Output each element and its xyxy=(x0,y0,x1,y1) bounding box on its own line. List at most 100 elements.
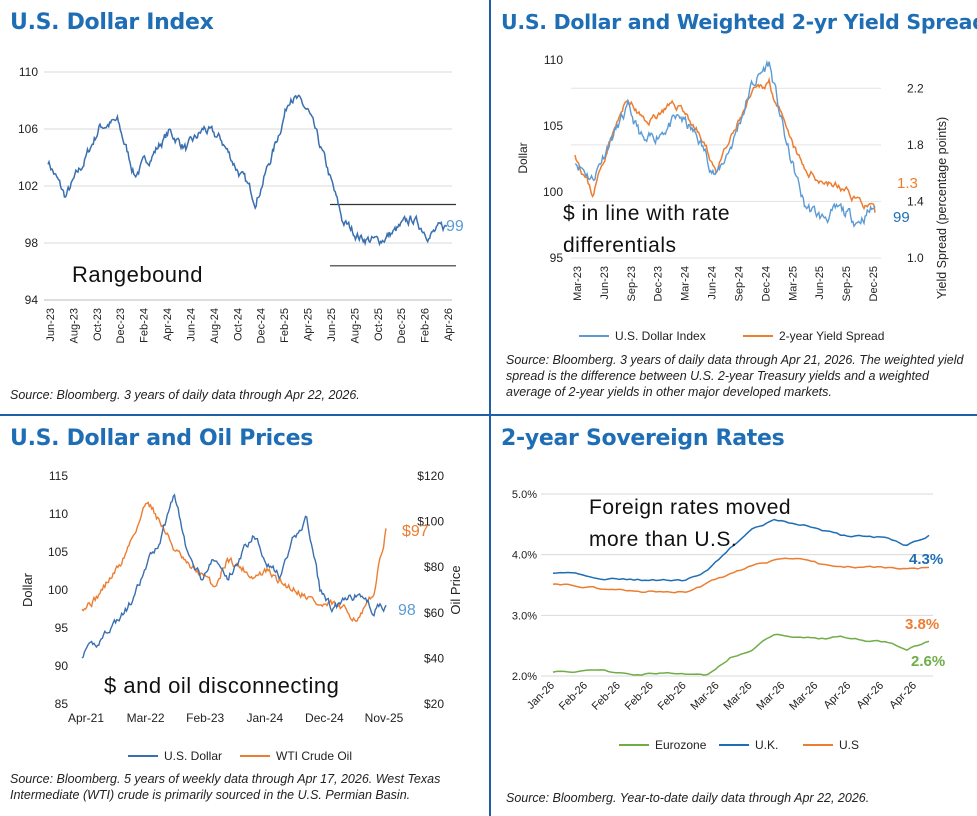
end-label-spread: 1.3 xyxy=(897,175,918,192)
y2-tick-label: $60 xyxy=(424,606,444,620)
x-tick-label: Mar-25 xyxy=(787,266,799,301)
x-tick-label: Feb-26 xyxy=(590,680,623,713)
y-tick-label: 5.0% xyxy=(512,489,537,501)
dollar-oil-chart: 115 110 105 100 95 90 85 $120 $100 $80 $60 $40 $20 Do… xyxy=(20,469,463,763)
x-tick-label: Jun-24 xyxy=(707,266,719,300)
x-tick-label: Dec-24 xyxy=(760,266,772,301)
y-axis-title: Dollar xyxy=(516,142,530,173)
source-note: Source: Bloomberg. 3 years of daily data… xyxy=(506,353,964,399)
annotation-rates-line2: more than U.S. xyxy=(589,528,737,551)
end-label-oil: $97 xyxy=(402,523,429,540)
y-tick-label: 90 xyxy=(55,659,69,673)
panel-dollar-yield-spread: U.S. Dollar and Weighted 2-yr Yield Spre… xyxy=(491,0,977,414)
y2-tick-label: $80 xyxy=(424,560,444,574)
end-label-ez: 2.6% xyxy=(911,653,945,670)
series-line-dollar xyxy=(81,493,387,659)
series-line-usd-index xyxy=(574,59,876,228)
y-tick-label: 95 xyxy=(550,251,564,265)
y2-tick-label: $20 xyxy=(424,697,444,711)
series-line-dollar-index xyxy=(47,94,448,247)
x-tick-label: Feb-26 xyxy=(656,680,689,713)
y-tick-label: 3.0% xyxy=(512,610,537,622)
x-tick-label: Apr-24 xyxy=(162,308,174,341)
y2-axis-title: Oil Price xyxy=(448,565,463,614)
x-tick-label: Jun-25 xyxy=(814,266,826,300)
x-tick-label: Sep-24 xyxy=(733,266,745,301)
y-tick-label: 100 xyxy=(48,583,68,597)
y-tick-label: 94 xyxy=(25,293,39,307)
x-tick-label: Dec-24 xyxy=(256,308,268,343)
y-tick-label: 110 xyxy=(544,53,563,67)
x-tick-label: Feb-26 xyxy=(623,680,656,713)
x-tick-label: Sep-23 xyxy=(626,266,638,301)
y-tick-label: 4.0% xyxy=(512,550,537,562)
x-tick-label: Jan-24 xyxy=(246,711,283,725)
legend-label-usd: U.S. Dollar xyxy=(164,749,222,763)
y2-tick-label: 1.0 xyxy=(907,251,924,265)
x-tick-label: Apr-21 xyxy=(68,711,104,725)
y-tick-label: 100 xyxy=(543,185,563,199)
x-tick-label: Aug-23 xyxy=(68,308,80,343)
y-tick-label: 105 xyxy=(48,545,68,559)
y-tick-label: 115 xyxy=(49,469,68,483)
y2-axis-title: Yield Spread (percentage points) xyxy=(935,117,949,299)
x-tick-label: Mar-24 xyxy=(680,266,692,301)
vertical-divider xyxy=(489,0,491,816)
y-tick-label: 105 xyxy=(543,119,563,133)
y2-tick-label: 1.8 xyxy=(907,138,924,152)
x-tick-label: Jun-23 xyxy=(45,308,57,342)
y2-tick-label: $40 xyxy=(424,651,444,665)
x-tick-label: Aug-24 xyxy=(209,308,221,343)
x-tick-label: Apr-26 xyxy=(887,680,919,712)
series-line-uk xyxy=(552,518,930,582)
x-tick-label: Dec-23 xyxy=(653,266,665,301)
end-label: 99 xyxy=(446,218,464,235)
x-tick-label: Nov-25 xyxy=(365,711,404,725)
x-tick-label: Dec-25 xyxy=(396,308,408,343)
panel-sovereign-rates: 2-year Sovereign Rates 5.0% 4.0% 3.0% 2.0% J… xyxy=(491,416,977,816)
dollar-index-chart: 110 106 102 98 94 Jun-23 Aug-23 Oct-23 Dec-23 Feb… xyxy=(18,65,464,343)
panel-dollar-oil: U.S. Dollar and Oil Prices 115 110 105 100 9… xyxy=(0,416,489,816)
panel-title: U.S. Dollar and Oil Prices xyxy=(10,426,314,451)
legend-label-usd: U.S. Dollar Index xyxy=(615,329,706,343)
x-tick-label: Oct-24 xyxy=(232,308,244,341)
x-tick-label: Jun-25 xyxy=(326,308,338,342)
legend-label-oil: WTI Crude Oil xyxy=(276,749,352,763)
y-tick-label: 98 xyxy=(25,236,39,250)
annotation-rates-line1: Foreign rates moved xyxy=(589,496,791,519)
x-tick-label: Feb-23 xyxy=(186,711,224,725)
annotation-oil: $ and oil disconnecting xyxy=(104,673,339,698)
y2-tick-label: 2.2 xyxy=(907,81,924,95)
x-tick-label: Mar-26 xyxy=(754,680,787,713)
x-tick-label: Jun-24 xyxy=(185,308,197,342)
x-tick-label: Sep-25 xyxy=(841,266,853,301)
y-tick-label: 106 xyxy=(18,122,38,136)
x-tick-label: Feb-26 xyxy=(557,680,590,713)
x-tick-label: Oct-25 xyxy=(373,308,385,341)
y-tick-label: 110 xyxy=(49,507,68,521)
annotation-rangebound: Rangebound xyxy=(72,262,203,287)
source-note: Source: Bloomberg. 5 years of weekly dat… xyxy=(10,772,441,802)
x-tick-label: Mar-26 xyxy=(689,680,722,713)
end-label-usd: 98 xyxy=(398,602,416,619)
x-tick-label: Oct-23 xyxy=(92,308,104,341)
x-tick-label: Apr-25 xyxy=(303,308,315,341)
x-tick-label: Feb-25 xyxy=(279,308,291,343)
legend-label: Eurozone xyxy=(655,738,707,752)
y2-tick-label: 1.4 xyxy=(907,194,924,208)
x-tick-label: Mar-26 xyxy=(787,680,820,713)
series-line-yield-spread xyxy=(574,76,876,213)
y2-tick-label: $100 xyxy=(417,515,444,529)
y-tick-label: 110 xyxy=(19,65,38,79)
panel-title: 2-year Sovereign Rates xyxy=(501,426,785,451)
annotation-rate-line2: differentials xyxy=(563,234,677,257)
end-label-uk: 4.3% xyxy=(909,551,943,568)
series-line-us xyxy=(552,557,930,594)
legend-label: U.K. xyxy=(755,738,778,752)
y2-tick-label: $120 xyxy=(417,469,444,483)
horizontal-divider xyxy=(0,414,977,416)
y-axis-title: Dollar xyxy=(20,572,35,607)
x-tick-label: Dec-25 xyxy=(868,266,880,301)
annotation-rate-line1: $ in line with rate xyxy=(563,202,730,225)
dollar-yield-chart: 110 105 100 95 2.2 1.8 1.4 1.0 Dollar Yield Sprea… xyxy=(516,53,949,343)
